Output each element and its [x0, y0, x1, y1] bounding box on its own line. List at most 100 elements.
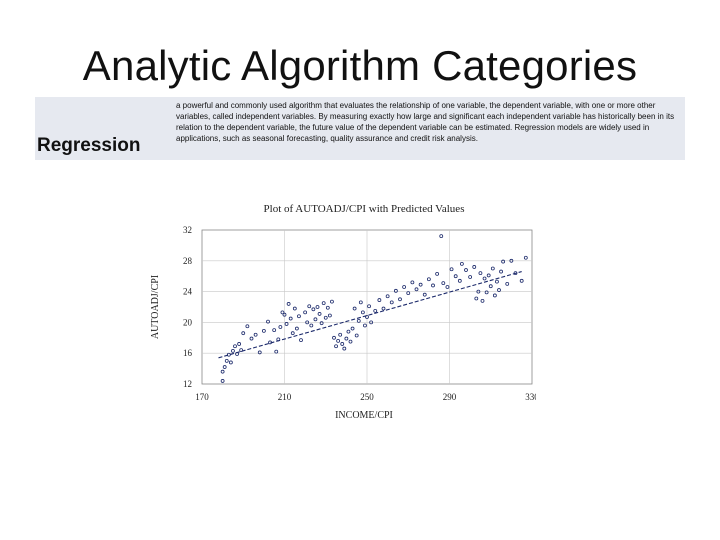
data-point	[523, 255, 528, 260]
data-point	[286, 302, 291, 306]
data-point	[499, 269, 503, 274]
data-point	[352, 306, 357, 311]
data-point	[220, 369, 225, 374]
data-point	[346, 329, 351, 334]
data-point	[274, 349, 279, 354]
x-tick-label: 330	[525, 392, 536, 402]
data-point	[367, 304, 371, 309]
data-point	[307, 304, 312, 309]
data-point	[280, 310, 285, 315]
data-point	[484, 290, 489, 295]
data-point	[325, 305, 330, 310]
data-point	[245, 324, 250, 329]
data-point	[513, 271, 518, 276]
data-point	[505, 282, 510, 286]
data-point	[464, 268, 468, 272]
data-point	[468, 275, 473, 279]
data-point	[414, 287, 419, 292]
data-point	[220, 379, 225, 383]
x-tick-label: 170	[195, 392, 209, 402]
data-point	[439, 234, 444, 239]
data-point	[381, 306, 386, 311]
data-point	[303, 310, 308, 315]
data-point	[449, 267, 454, 272]
data-point	[476, 289, 481, 294]
data-point	[402, 285, 407, 289]
data-point	[426, 277, 431, 282]
data-point	[398, 297, 402, 302]
data-point	[228, 360, 233, 365]
slide-title: Analytic Algorithm Categories	[82, 42, 638, 89]
data-point	[288, 316, 293, 321]
data-point	[327, 313, 332, 318]
data-point	[363, 323, 367, 328]
data-point	[297, 314, 301, 319]
y-tick-label: 24	[183, 287, 193, 297]
x-tick-labels: 170 210 250 290 330	[195, 392, 536, 402]
data-point	[365, 315, 369, 319]
data-point	[350, 326, 355, 331]
regression-scatter-chart: Plot of AUTOADJ/CPI with Predicted Value…	[150, 203, 536, 421]
data-point	[315, 305, 320, 309]
data-point	[393, 288, 398, 293]
y-tick-label: 28	[183, 256, 193, 266]
data-point	[373, 308, 378, 313]
y-axis-label: AUTOADJ/CPI	[150, 275, 161, 339]
data-point	[410, 280, 415, 285]
data-point	[278, 325, 283, 329]
data-point	[482, 276, 487, 281]
data-point	[317, 312, 322, 316]
data-point	[441, 281, 446, 286]
data-point	[261, 328, 266, 333]
definition-band	[35, 97, 685, 160]
data-point	[418, 282, 423, 287]
data-point	[358, 300, 363, 305]
data-point	[294, 326, 299, 331]
data-point	[385, 294, 390, 299]
data-point	[459, 261, 464, 266]
data-point	[338, 332, 343, 337]
data-point	[224, 358, 229, 363]
data-point	[445, 285, 450, 289]
data-point	[497, 288, 501, 292]
data-point	[239, 348, 244, 353]
fit-line	[218, 271, 522, 359]
data-point	[311, 307, 316, 312]
data-point	[360, 310, 365, 315]
grid-lines	[202, 230, 532, 384]
section-label: Regression	[37, 135, 141, 156]
data-point	[272, 328, 277, 333]
data-point	[486, 273, 491, 278]
data-point	[340, 342, 345, 346]
data-point	[509, 258, 514, 263]
data-point	[241, 331, 246, 336]
x-tick-label: 290	[443, 392, 457, 402]
data-point	[369, 320, 374, 325]
data-point	[501, 259, 506, 264]
data-point	[435, 271, 440, 276]
data-point	[348, 339, 353, 344]
data-point	[257, 350, 262, 355]
y-tick-label: 12	[183, 379, 192, 389]
data-point	[313, 317, 318, 322]
data-point	[472, 265, 477, 269]
data-point	[233, 344, 237, 349]
data-point	[330, 299, 334, 304]
data-point	[356, 318, 361, 323]
y-tick-labels: 32 28 24 20 16 12	[183, 225, 193, 389]
data-point	[488, 284, 493, 289]
data-point	[406, 291, 411, 296]
data-point	[321, 301, 326, 306]
data-point	[305, 320, 310, 325]
y-tick-label: 20	[183, 317, 193, 327]
data-point	[354, 333, 359, 338]
data-point	[282, 312, 287, 317]
data-point	[290, 331, 295, 336]
data-point	[389, 300, 394, 305]
data-point	[222, 365, 227, 369]
data-point	[474, 296, 479, 301]
data-point	[292, 306, 297, 311]
data-point	[478, 271, 483, 276]
data-point	[453, 274, 458, 279]
data-point	[332, 335, 336, 340]
